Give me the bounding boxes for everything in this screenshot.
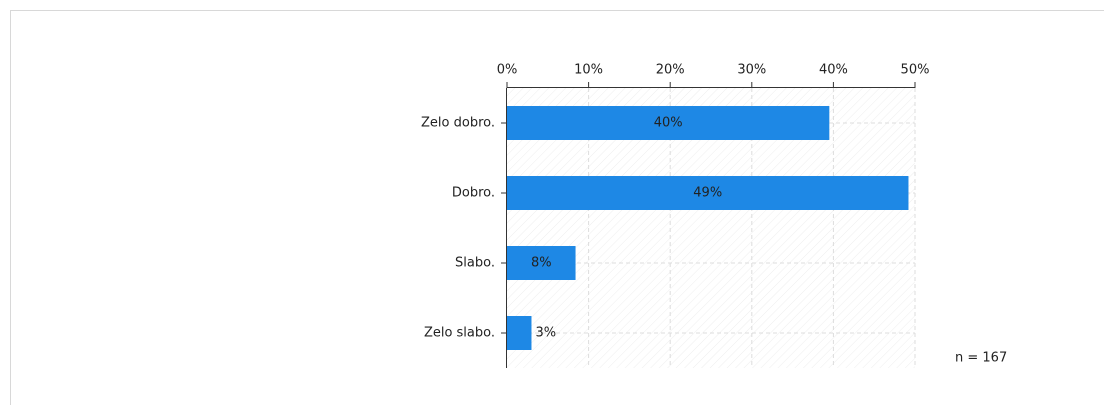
x-tick-label: 0% [497, 63, 518, 78]
data-label: 3% [535, 326, 556, 341]
data-label: 8% [531, 256, 552, 271]
note: n = 167 [955, 351, 1007, 366]
x-tick-label: 30% [737, 63, 766, 78]
x-tick-label: 10% [574, 63, 603, 78]
bar [507, 246, 576, 280]
x-tick-label: 50% [901, 63, 930, 78]
y-tick-label: Zelo dobro. [421, 116, 495, 131]
bar [507, 176, 909, 210]
x-tick-label: 40% [819, 63, 848, 78]
y-tick-label: Dobro. [452, 186, 495, 201]
y-tick-label: Zelo slabo. [424, 326, 495, 341]
data-label: 40% [654, 116, 683, 131]
bar [507, 106, 830, 140]
x-tick-label: 20% [656, 63, 685, 78]
y-tick-label: Slabo. [455, 256, 495, 271]
bar [507, 316, 532, 350]
data-label: 49% [693, 186, 722, 201]
